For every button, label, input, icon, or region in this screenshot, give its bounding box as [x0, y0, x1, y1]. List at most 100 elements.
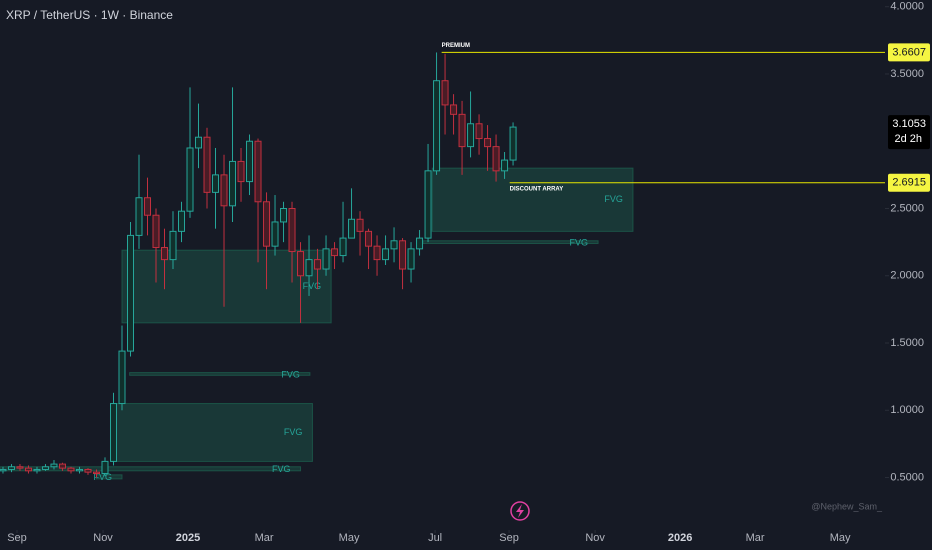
fvg-label: FVG — [303, 281, 322, 291]
candle-body — [348, 218, 356, 239]
candle-body — [297, 251, 305, 277]
candle-body — [254, 140, 262, 203]
candle-body — [416, 237, 424, 250]
candle-body — [492, 146, 500, 172]
candle-body — [24, 467, 32, 472]
candle-body — [118, 350, 126, 405]
countdown: 2d 2h — [894, 133, 922, 145]
candle-body — [212, 174, 220, 193]
candle-body — [195, 136, 203, 149]
candle-body — [246, 140, 254, 183]
candle-body — [373, 245, 381, 261]
candle-body — [271, 221, 279, 247]
candle-body — [92, 471, 100, 475]
candle-body — [7, 466, 15, 470]
candle-body — [220, 174, 228, 207]
fvg-zone — [121, 249, 332, 324]
x-tick-label: Nov — [585, 532, 605, 544]
fvg-zone — [0, 466, 302, 472]
candle-body — [101, 460, 109, 475]
candle-body — [441, 80, 449, 106]
level-tag — [888, 173, 930, 192]
fvg-label: FVG — [281, 369, 300, 379]
level-label: 2.6915 — [892, 177, 926, 189]
fvg-label: FVG — [284, 427, 303, 437]
candle-body — [382, 248, 390, 261]
candle-body — [365, 230, 373, 247]
candle-body — [475, 123, 483, 140]
x-tick-label: Mar — [255, 532, 274, 544]
logo-bolt — [516, 504, 524, 518]
candle-body — [450, 104, 458, 115]
candle-body — [484, 138, 492, 148]
candle-body — [331, 248, 339, 257]
candle-body — [109, 403, 117, 462]
candle-body — [467, 123, 475, 148]
candle-body — [0, 468, 7, 472]
candle-body — [186, 147, 194, 212]
candle-body — [178, 210, 186, 232]
y-tick-label: 3.5000 — [890, 68, 924, 80]
y-tick-label: 0.5000 — [890, 471, 924, 483]
logo-icon — [510, 501, 530, 521]
fvg-zone — [431, 167, 634, 232]
y-tick-label: 4.0000 — [890, 1, 924, 13]
candle-body — [16, 466, 24, 469]
watermark: @Nephew_Sam_ — [811, 501, 883, 511]
x-tick-label: Sep — [499, 532, 519, 544]
fvg-zone — [111, 403, 313, 462]
fvg-label: FVG — [570, 238, 589, 248]
x-tick-label: 2026 — [668, 532, 692, 544]
candle-body — [126, 234, 134, 352]
candle-body — [161, 247, 169, 261]
candle-body — [339, 237, 347, 257]
candle-body — [322, 248, 330, 270]
candle-body — [229, 160, 237, 207]
candle-body — [399, 240, 407, 270]
level-text: PREMIUM — [442, 43, 470, 49]
candle-body — [152, 214, 160, 249]
candle-body — [169, 230, 177, 261]
level-label: 3.6607 — [892, 46, 926, 58]
x-tick-label: May — [339, 532, 360, 544]
candle-body — [509, 126, 517, 161]
price-tag — [888, 115, 930, 150]
y-tick-label: 2.0000 — [890, 270, 924, 282]
candle-body — [263, 201, 271, 247]
fvg-label: FVG — [604, 194, 623, 204]
candle-body — [314, 259, 322, 270]
y-tick-label: 1.0000 — [890, 404, 924, 416]
y-tick-label: 2.5000 — [890, 202, 924, 214]
fvg-zone — [129, 372, 311, 376]
x-tick-label: May — [830, 532, 851, 544]
candle-body — [84, 468, 92, 473]
candle-body — [135, 197, 143, 236]
candle-body — [41, 466, 49, 470]
x-tick-label: Mar — [746, 532, 765, 544]
candle-body — [433, 80, 441, 172]
x-tick-label: Nov — [93, 532, 113, 544]
candle-body — [280, 208, 288, 223]
candle-body — [203, 136, 211, 193]
price-label: 3.1053 — [892, 118, 926, 130]
candle-body — [67, 467, 75, 472]
candle-body — [288, 208, 296, 253]
fvg-label: FVG — [272, 464, 291, 474]
candle-body — [390, 240, 398, 250]
candle-body — [58, 463, 66, 469]
x-tick-label: 2025 — [176, 532, 200, 544]
level-tag — [888, 43, 930, 62]
candle-body — [33, 468, 41, 472]
candle-body — [75, 468, 83, 472]
candle-body — [458, 113, 466, 148]
candle-body — [501, 159, 509, 172]
chart-title: XRP / TetherUS · 1W · Binance — [6, 8, 173, 22]
candle-body — [424, 170, 432, 239]
candle-body — [407, 248, 415, 270]
candle-body — [237, 160, 245, 183]
fvg-label: FVG — [93, 472, 112, 482]
candle-body — [144, 197, 151, 216]
x-tick-label: Sep — [7, 532, 27, 544]
